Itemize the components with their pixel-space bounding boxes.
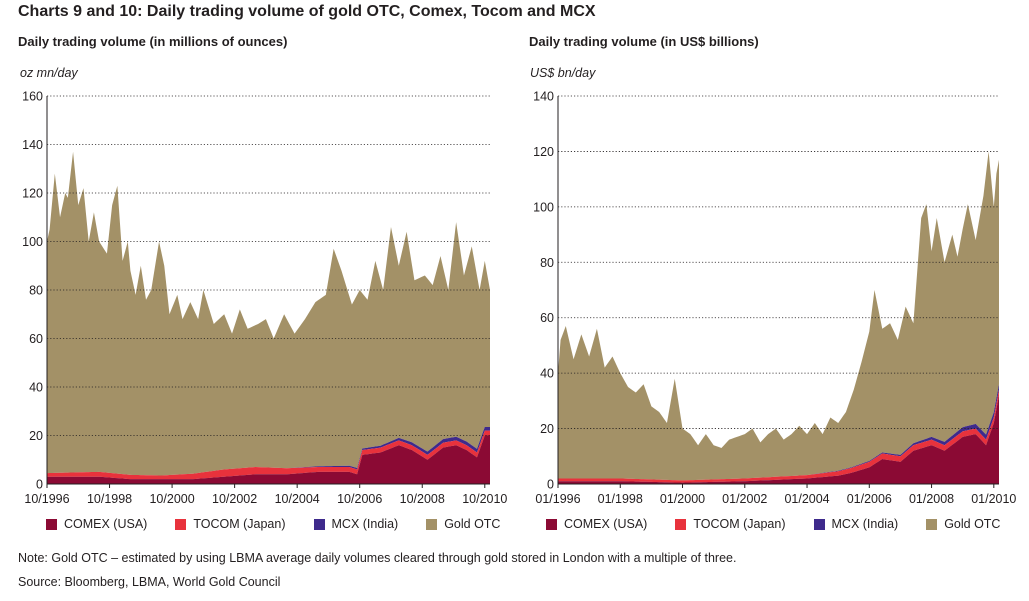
legend-item-mcx: MCX (India)	[813, 517, 899, 531]
x-tick-label: 01/1996	[535, 492, 580, 506]
x-tick-label: 01/2000	[660, 492, 705, 506]
legend-label-otc: Gold OTC	[444, 517, 501, 531]
legend-item-mcx: MCX (India)	[313, 517, 399, 531]
series-area-tocom	[558, 389, 999, 483]
legend-swatch-tocom	[175, 518, 187, 530]
y-tick-label: 160	[22, 90, 43, 104]
y-tick-label: 80	[29, 284, 43, 298]
chart-panel-dollars: Daily trading volume (in US$ billions) U…	[510, 0, 1029, 540]
legend: COMEX (USA) TOCOM (Japan) MCX (India) Go…	[546, 517, 1028, 531]
legend-item-otc: Gold OTC	[426, 517, 500, 531]
chart-note: Note: Gold OTC – estimated by using LBMA…	[18, 551, 737, 565]
y-tick-label: 140	[533, 90, 554, 104]
y-tick-label: 60	[540, 311, 554, 325]
y-tick-label: 20	[29, 429, 43, 443]
legend-swatch-mcx	[813, 518, 825, 530]
x-tick-label: 10/2010	[462, 492, 507, 506]
x-tick-label: 01/2004	[784, 492, 829, 506]
y-tick-label: 120	[533, 145, 554, 159]
legend-item-tocom: TOCOM (Japan)	[175, 517, 286, 531]
chart-subtitle: Daily trading volume (in millions of oun…	[18, 34, 288, 49]
series-area-comex	[47, 435, 490, 484]
legend-swatch-comex	[546, 518, 557, 530]
legend-label-tocom: TOCOM (Japan)	[693, 517, 786, 531]
y-tick-label: 40	[540, 367, 554, 381]
y-tick-label: 0	[547, 478, 554, 492]
y-unit-label: US$ bn/day	[530, 66, 596, 80]
y-tick-label: 100	[22, 235, 43, 249]
x-tick-label: 10/2008	[400, 492, 445, 506]
chart-subtitle: Daily trading volume (in US$ billions)	[529, 34, 759, 49]
x-tick-label: 10/1996	[24, 492, 69, 506]
y-unit-label: oz mn/day	[20, 66, 78, 80]
y-tick-label: 100	[533, 200, 554, 214]
legend-swatch-mcx	[313, 518, 325, 530]
series-area-comex	[558, 395, 999, 484]
legend-item-comex: COMEX (USA)	[46, 517, 147, 531]
legend-swatch-tocom	[675, 518, 687, 530]
series-area-gold-otc	[47, 151, 490, 476]
y-tick-label: 120	[22, 187, 43, 201]
x-tick-label: 10/1998	[87, 492, 132, 506]
legend-label-mcx: MCX (India)	[831, 517, 899, 531]
x-tick-label: 10/2006	[337, 492, 382, 506]
y-tick-label: 140	[22, 138, 43, 152]
legend-label-comex: COMEX (USA)	[564, 517, 648, 531]
area-chart-ounces: 0 20 40 60 80 100 120 140 160 10/1996 10/1998 10/20…	[22, 90, 507, 507]
x-tick-label: 01/2006	[847, 492, 892, 506]
series-area-gold-otc	[558, 151, 999, 481]
y-tick-label: 0	[36, 478, 43, 492]
legend-label-otc: Gold OTC	[944, 517, 1001, 531]
legend-swatch-otc	[926, 518, 938, 530]
x-tick-label: 01/2010	[971, 492, 1016, 506]
legend-label-mcx: MCX (India)	[331, 517, 399, 531]
legend-label-tocom: TOCOM (Japan)	[193, 517, 286, 531]
x-tick-label: 10/2002	[212, 492, 257, 506]
y-tick-label: 60	[29, 332, 43, 346]
legend: COMEX (USA) TOCOM (Japan) MCX (India) Go…	[46, 517, 528, 531]
legend-swatch-comex	[46, 518, 57, 530]
legend-swatch-otc	[426, 518, 438, 530]
x-tick-label: 10/2000	[149, 492, 194, 506]
series-area-tocom	[47, 430, 490, 480]
x-tick-label: 01/2008	[909, 492, 954, 506]
x-tick-label: 10/2004	[275, 492, 320, 506]
legend-item-comex: COMEX (USA)	[546, 517, 647, 531]
area-chart-dollars: 0 20 40 60 80 100 120 140 01/1996 01/1998 01/2000 0…	[533, 90, 1016, 507]
x-tick-label: 01/1998	[598, 492, 643, 506]
chart-source: Source: Bloomberg, LBMA, World Gold Coun…	[18, 575, 281, 589]
legend-item-tocom: TOCOM (Japan)	[675, 517, 786, 531]
chart-panel-ounces: Daily trading volume (in millions of oun…	[0, 0, 510, 540]
main-title: Charts 9 and 10: Daily trading volume of…	[18, 3, 596, 20]
y-tick-label: 80	[540, 256, 554, 270]
y-tick-label: 40	[29, 381, 43, 395]
legend-item-otc: Gold OTC	[926, 517, 1000, 531]
legend-label-comex: COMEX (USA)	[64, 517, 148, 531]
x-tick-label: 01/2002	[722, 492, 767, 506]
y-tick-label: 20	[540, 422, 554, 436]
